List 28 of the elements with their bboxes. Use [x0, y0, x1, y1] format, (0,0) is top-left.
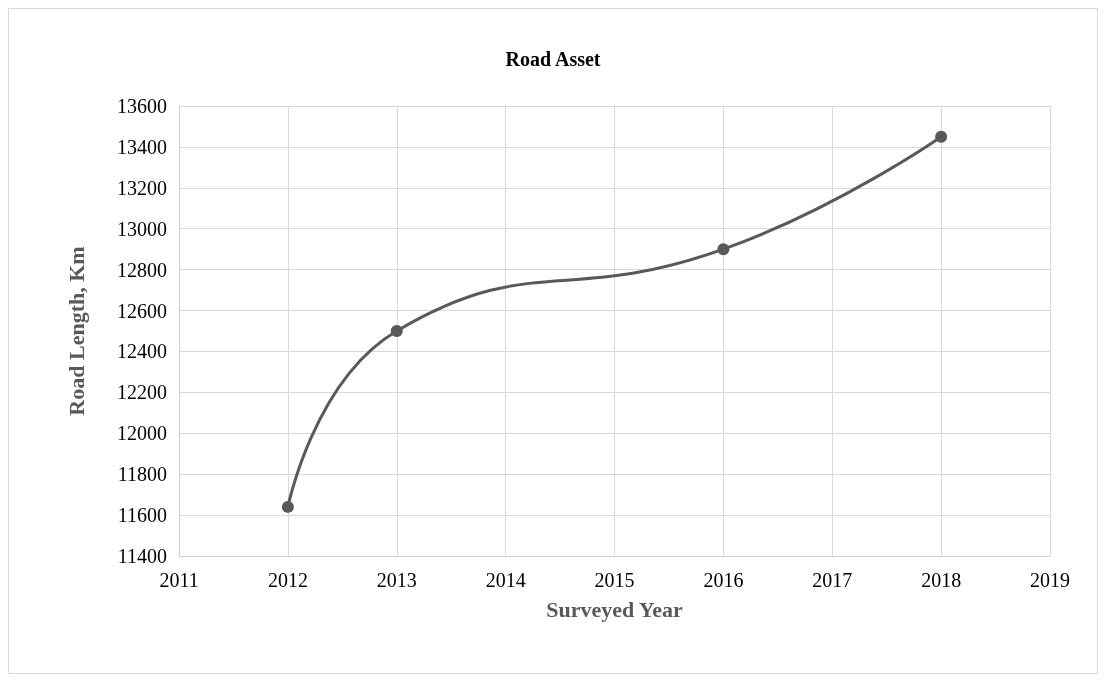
point [717, 243, 730, 256]
y-axis-title: Road Length, Km [63, 246, 89, 416]
x-tick-label: 2019 [1030, 569, 1070, 591]
x-tick-label: 2017 [812, 569, 853, 591]
y-tick-label: 13600 [117, 95, 167, 117]
chart-title: Road Asset [505, 48, 601, 70]
x-tick-label: 2013 [376, 569, 417, 591]
y-tick-label: 12200 [117, 381, 167, 404]
x-tick-label: 2012 [267, 569, 308, 591]
y-tick-label: 13000 [117, 217, 167, 240]
point [281, 500, 294, 513]
y-tick-label: 13200 [117, 176, 167, 199]
x-tick-label: 2014 [485, 569, 526, 591]
y-tick-label: 13400 [117, 135, 167, 158]
x-axis-title: Surveyed Year [546, 596, 684, 622]
y-tick-label: 12000 [117, 422, 167, 445]
point [390, 325, 403, 337]
y-tick-label: 12400 [117, 340, 167, 363]
y-tick-label: 12800 [117, 258, 167, 281]
y-tick-label: 11600 [117, 504, 167, 527]
x-tick-label: 2016 [703, 569, 744, 591]
y-tick-label: 12600 [117, 299, 167, 322]
x-tick-label: 2018 [921, 569, 962, 591]
point [935, 130, 948, 143]
y-tick-label: 11400 [117, 545, 167, 567]
x-tick-label: 2015 [594, 569, 635, 591]
y-tick-label: 11800 [117, 463, 167, 486]
x-tick-label: 2011 [159, 569, 199, 591]
